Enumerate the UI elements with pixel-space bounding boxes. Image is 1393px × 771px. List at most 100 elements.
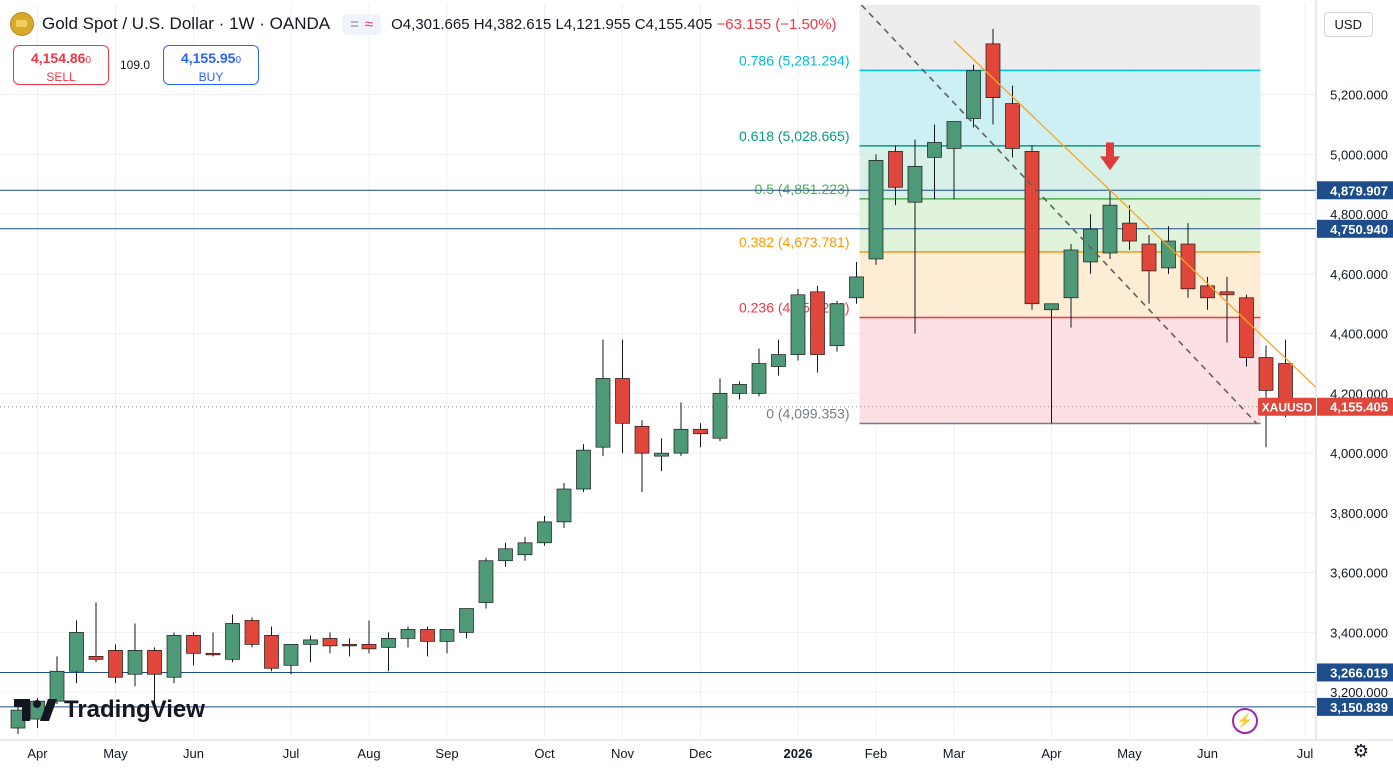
price-axis-background xyxy=(1316,0,1393,766)
candle-body xyxy=(771,354,786,367)
candle-body xyxy=(849,276,864,299)
settings-gear-icon[interactable]: ⚙ xyxy=(1352,741,1369,761)
y-tick-label: 3,400.000 xyxy=(1330,625,1388,640)
candle-body xyxy=(634,425,650,454)
y-tick-label: 5,200.000 xyxy=(1330,88,1388,103)
x-tick-label: Feb xyxy=(865,746,887,761)
level-tag-label: 4,750.940 xyxy=(1330,222,1388,237)
candle-body xyxy=(303,639,318,645)
candle-body xyxy=(1258,357,1274,391)
x-tick-label: Mar xyxy=(943,746,966,761)
indicator-toggle[interactable]: = ≈ xyxy=(342,13,382,35)
candle-body xyxy=(322,638,338,647)
y-tick-label: 3,200.000 xyxy=(1330,685,1388,700)
candle xyxy=(69,620,84,684)
candle-body xyxy=(810,291,825,355)
candle xyxy=(576,444,591,493)
candle xyxy=(1161,226,1176,274)
level-tag-label: 4,879.907 xyxy=(1330,183,1388,198)
candle-body xyxy=(381,638,396,648)
level-tag-bg-1 xyxy=(1317,219,1393,238)
candle xyxy=(49,656,65,705)
candle-body xyxy=(88,655,104,660)
sell-button[interactable]: 4,154.860 SELL xyxy=(13,45,109,85)
candle-body xyxy=(1063,249,1079,299)
candle-body xyxy=(927,142,942,158)
ohlc-readout: O4,301.665 H4,382.615 L4,121.955 C4,155.… xyxy=(391,16,836,33)
currency-selector[interactable]: USD xyxy=(1323,12,1373,37)
spread-value: 109.0 xyxy=(120,58,151,72)
candle-body xyxy=(1141,243,1157,272)
symbol-header: Gold Spot / U.S. Dollar · 1W · OANDA = ≈… xyxy=(10,12,837,36)
candle-body xyxy=(888,151,903,188)
candle xyxy=(810,285,825,373)
candle xyxy=(673,402,689,457)
ohlc-close: C4,155.405 xyxy=(634,15,713,33)
fib-zone-3 xyxy=(859,251,1261,318)
candle xyxy=(1200,276,1215,310)
candle xyxy=(654,438,669,472)
equals-icon: = xyxy=(350,15,359,33)
last-price-tag-label: 4,155.405 xyxy=(1330,400,1388,415)
y-tick-label: 4,200.000 xyxy=(1330,386,1388,401)
candle-body xyxy=(478,560,494,603)
buy-price: 4,155.95 xyxy=(180,50,236,66)
candle-body xyxy=(712,393,728,439)
brand-name: TradingView xyxy=(64,696,205,723)
candle-body xyxy=(1200,285,1215,299)
candle xyxy=(1083,214,1098,274)
fib-zone-0 xyxy=(859,70,1261,146)
fib-label-3: 0.382 (4,673.781) xyxy=(739,234,850,250)
sell-price-small: 0 xyxy=(85,55,92,66)
candle-body xyxy=(342,644,357,647)
candle xyxy=(420,626,435,657)
gold-coin-icon xyxy=(10,12,34,36)
candle-body xyxy=(459,608,474,633)
candle-body xyxy=(361,644,377,650)
candle xyxy=(88,602,104,663)
candle-body xyxy=(1239,297,1254,358)
level-tag-label: 3,266.019 xyxy=(1330,665,1388,680)
x-tick-label: 2026 xyxy=(784,746,813,761)
symbol-title[interactable]: Gold Spot / U.S. Dollar · 1W · OANDA xyxy=(42,14,331,33)
candle xyxy=(1102,190,1118,259)
candle xyxy=(459,608,474,639)
symbol-tag-bg xyxy=(1258,397,1316,416)
candle xyxy=(1141,235,1157,304)
candle-body xyxy=(985,43,1001,98)
candle xyxy=(205,632,221,657)
buy-button[interactable]: 4,155.950 BUY xyxy=(163,45,259,85)
buy-label: BUY xyxy=(198,70,224,84)
y-tick-label: 3,800.000 xyxy=(1330,506,1388,521)
candle xyxy=(1044,303,1059,424)
candle xyxy=(322,632,338,654)
candle xyxy=(946,121,962,200)
tradingview-logo: TradingView xyxy=(14,696,205,724)
candle-body xyxy=(498,548,513,562)
ohlc-open: O4,301.665 xyxy=(391,15,470,33)
candle-body xyxy=(966,70,981,119)
down-arrow-head xyxy=(1100,156,1120,171)
y-tick-label: 4,000.000 xyxy=(1330,446,1388,461)
candle-body xyxy=(732,384,747,394)
level-tag-bg-2 xyxy=(1317,663,1393,682)
down-arrow-stem xyxy=(1106,142,1114,157)
candle xyxy=(849,261,864,304)
x-tick-label: Sep xyxy=(435,746,458,761)
candle xyxy=(10,704,26,735)
candle xyxy=(829,300,845,352)
candle-body xyxy=(186,635,201,654)
candle-body xyxy=(225,623,240,660)
candle-body xyxy=(946,121,962,149)
candle xyxy=(381,632,396,672)
candle xyxy=(1005,85,1020,158)
candle xyxy=(751,348,767,397)
candle-body xyxy=(1044,303,1059,311)
x-tick-label: Jun xyxy=(183,746,204,761)
candle xyxy=(634,420,650,493)
fib-label-0: 0.786 (5,281.294) xyxy=(739,52,850,68)
candle xyxy=(166,632,182,684)
alert-bolt-icon[interactable]: ⚡ xyxy=(1232,708,1258,734)
